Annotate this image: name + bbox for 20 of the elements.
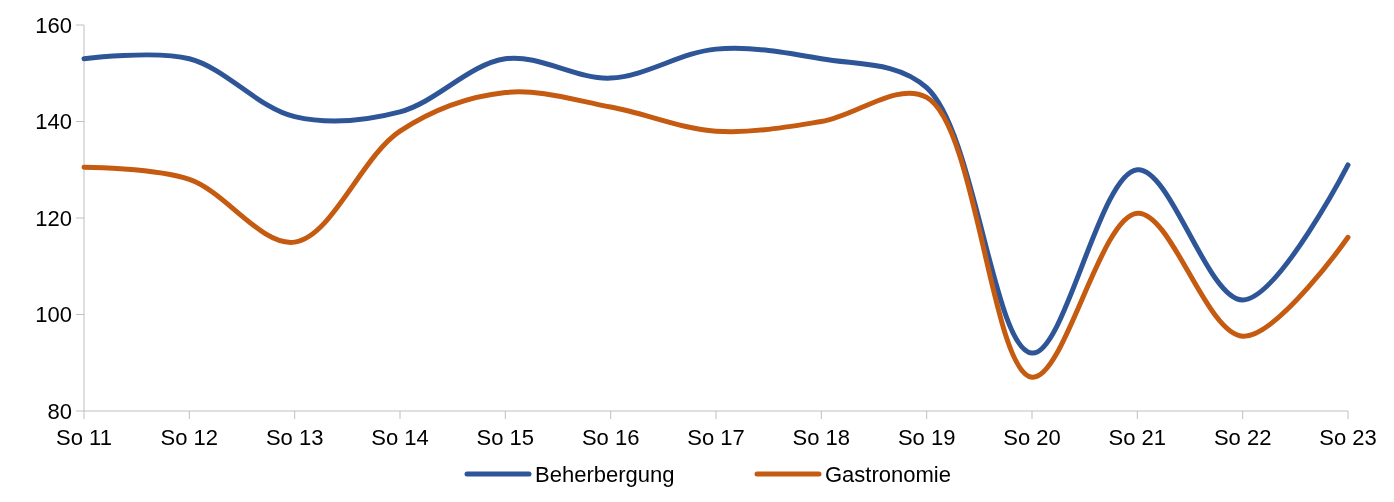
y-tick-label: 160 [35, 12, 72, 38]
x-tick-label: So 22 [1213, 425, 1272, 450]
x-tick-label: So 23 [1319, 425, 1377, 450]
y-tick-label: 140 [35, 109, 72, 135]
x-tick-label: So 15 [476, 425, 535, 450]
x-tick-label: So 12 [160, 425, 219, 450]
y-tick-label: 80 [47, 398, 72, 424]
y-tick-label: 100 [35, 302, 72, 328]
x-tick-label: So 16 [581, 425, 640, 450]
legend-label: Gastronomie [825, 462, 951, 487]
legend-label: Beherbergung [535, 462, 675, 487]
x-tick-label: So 14 [371, 425, 429, 450]
x-tick-label: So 17 [687, 425, 745, 450]
x-tick-label: So 18 [792, 425, 851, 450]
x-tick-label: So 13 [265, 425, 324, 450]
x-tick-label: So 19 [897, 425, 956, 450]
y-tick-label: 120 [35, 205, 72, 231]
x-tick-label: So 20 [1003, 425, 1061, 450]
x-tick-label: So 21 [1108, 425, 1167, 450]
x-tick-label: So 11 [56, 425, 112, 450]
